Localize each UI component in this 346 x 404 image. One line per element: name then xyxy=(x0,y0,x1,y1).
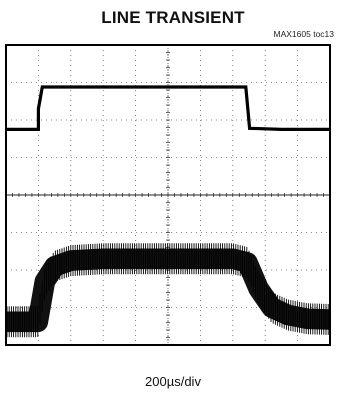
trace-upper xyxy=(6,85,330,131)
screen-border xyxy=(5,44,331,346)
trace-lower-ripple xyxy=(6,243,329,338)
grid xyxy=(5,44,331,346)
figure-reference: MAX1605 toc13 xyxy=(273,29,334,39)
chart-title: LINE TRANSIENT xyxy=(101,8,245,27)
time-base-label: 200µs/div xyxy=(145,374,201,389)
traces xyxy=(6,85,331,338)
